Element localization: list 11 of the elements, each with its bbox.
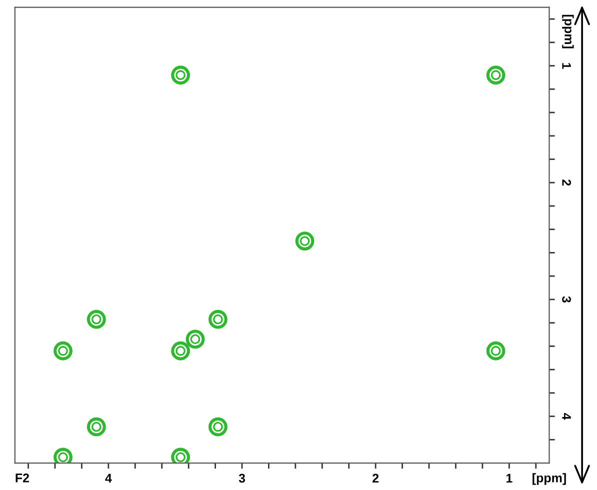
x-tick-label: 4 xyxy=(105,474,112,483)
x-tick-label: 2 xyxy=(372,474,379,483)
y-axis-title: [ppm] xyxy=(562,14,574,48)
text: F2 xyxy=(16,474,30,482)
y-tick-label: 2 xyxy=(562,180,571,186)
y-tick-label: 4 xyxy=(562,413,571,420)
x-tick-label: 3 xyxy=(238,474,246,483)
y-tick-label: 1 xyxy=(562,63,571,69)
x-axis-title: [ppm] xyxy=(532,473,566,485)
y-tick-label: 3 xyxy=(562,296,571,302)
x-tick-label: 1 xyxy=(506,474,512,483)
